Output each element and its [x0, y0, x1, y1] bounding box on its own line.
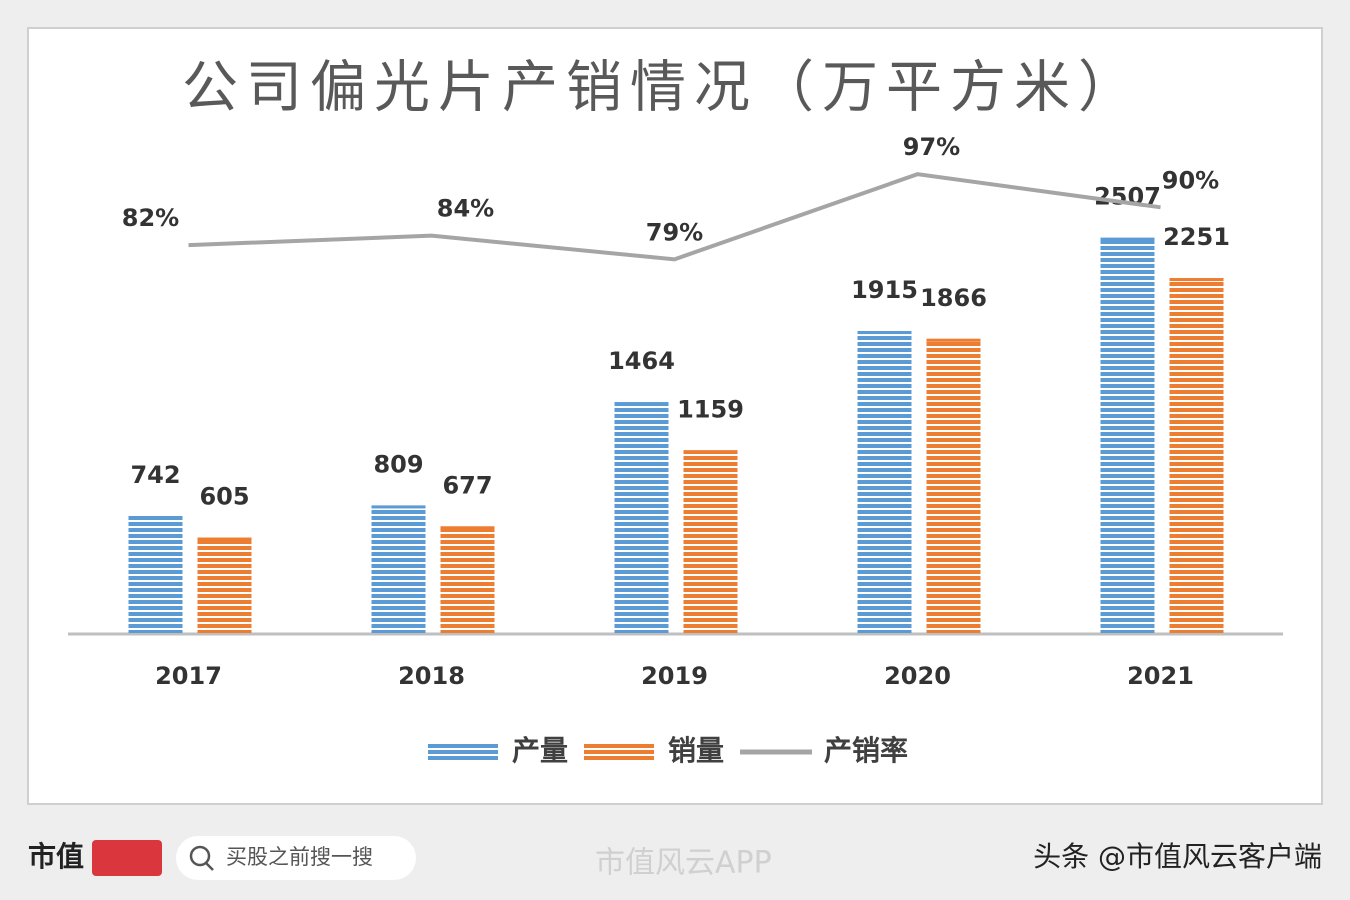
- bar: [614, 402, 669, 633]
- data-label: 90%: [1162, 166, 1219, 194]
- data-label: 79%: [646, 218, 703, 246]
- x-tick-label: 2017: [155, 662, 222, 690]
- search-icon: [189, 845, 211, 867]
- bar-top: [614, 402, 669, 406]
- legend-label: 产销率: [824, 734, 908, 767]
- data-label: 1159: [677, 395, 744, 423]
- logo-badge: [92, 840, 162, 876]
- legend-swatch: [428, 742, 498, 762]
- x-tick-label: 2021: [1127, 662, 1194, 690]
- source: 头条 @市值风云客户端: [1033, 840, 1322, 873]
- data-label: 97%: [903, 133, 960, 161]
- data-label: 677: [442, 471, 492, 499]
- data-label: 1866: [920, 284, 987, 312]
- bar-top: [1169, 278, 1224, 282]
- bar: [128, 516, 183, 633]
- bar: [371, 505, 426, 633]
- legend-label: 销量: [668, 734, 724, 767]
- footer: 市值 买股之前搜一搜 市值风云APP 头条 @市值风云客户端: [28, 836, 1322, 881]
- data-label: 84%: [437, 195, 494, 223]
- watermark: 市值风云APP: [595, 846, 772, 881]
- data-label: 1464: [608, 347, 675, 375]
- search-placeholder[interactable]: 买股之前搜一搜: [226, 845, 373, 869]
- legend-label: 产量: [512, 734, 568, 767]
- line: [188, 172, 1161, 262]
- logo: 市值: [28, 840, 84, 873]
- data-label: 809: [373, 450, 423, 478]
- data-label: 1915: [851, 276, 918, 304]
- bar: [1100, 237, 1155, 633]
- bar-top: [683, 450, 738, 454]
- search-icon-handle: [205, 862, 214, 871]
- x-tick-label: 2019: [641, 662, 708, 690]
- bar: [926, 338, 981, 633]
- bar: [683, 450, 738, 633]
- bar-top: [197, 537, 252, 541]
- chart-title: 公司偏光片产销情况（万平方米）: [182, 56, 1142, 121]
- bar-top: [128, 516, 183, 520]
- x-tick-label: 2018: [398, 662, 465, 690]
- bar-top: [857, 331, 912, 335]
- bar-top: [1100, 237, 1155, 241]
- data-label: 605: [199, 483, 249, 511]
- bar: [1169, 278, 1224, 633]
- bar-top: [371, 505, 426, 509]
- bar-top: [440, 526, 495, 530]
- search-box[interactable]: [176, 836, 416, 880]
- bar-top: [926, 338, 981, 342]
- data-label: 82%: [122, 204, 179, 232]
- bar: [857, 331, 912, 633]
- bar: [197, 537, 252, 633]
- bar: [440, 526, 495, 633]
- data-label: 742: [130, 461, 180, 489]
- data-label: 2251: [1163, 223, 1230, 251]
- x-tick-label: 2020: [884, 662, 951, 690]
- legend-swatch: [584, 742, 655, 762]
